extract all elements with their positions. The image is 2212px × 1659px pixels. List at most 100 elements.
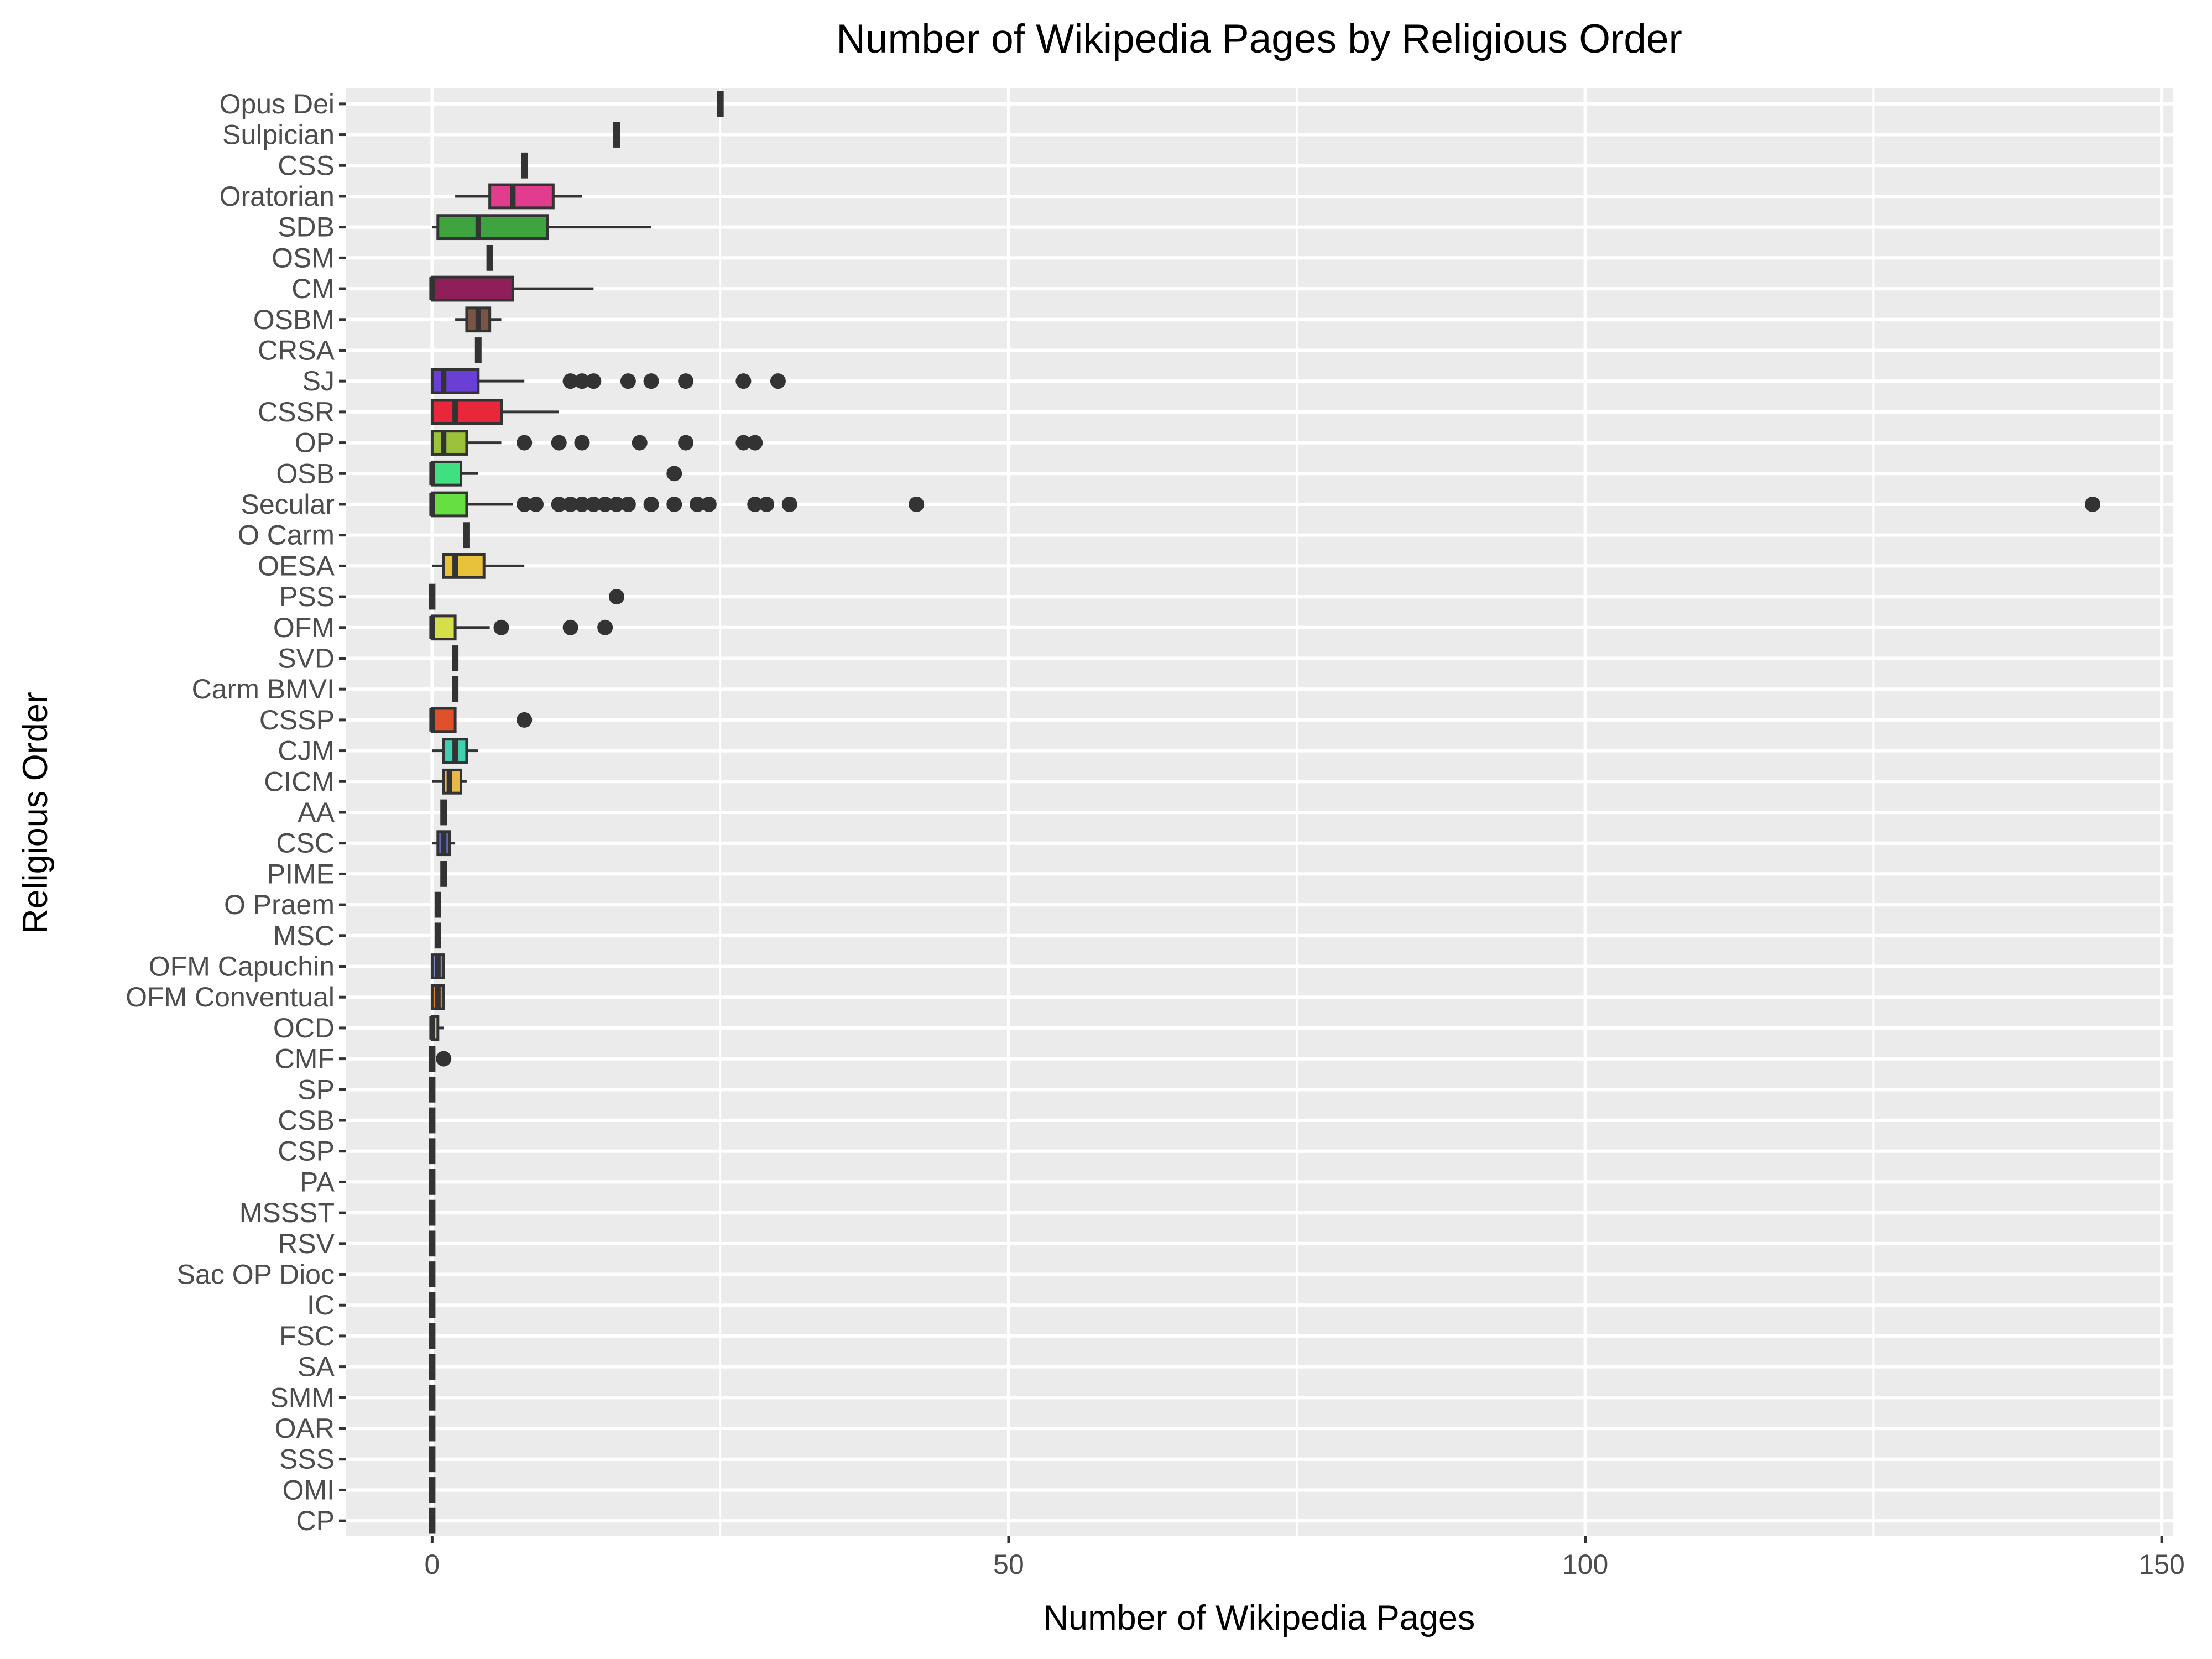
y-tick-label: O Praem [224,889,335,920]
outlier-point [735,435,752,451]
y-tick-label: OFM Capuchin [149,951,335,982]
outlier-point [562,619,578,635]
y-tick-label: SP [298,1074,335,1105]
outlier-point [666,496,682,512]
box-ofm [429,614,613,641]
outlier-point [735,373,752,389]
y-tick-label: MSC [273,920,335,951]
y-tick-label: OSM [272,242,335,273]
box-iqr [430,430,468,456]
outlier-point [909,496,925,512]
outlier-point [597,619,613,635]
outlier-point [574,496,590,512]
box-iqr [442,552,486,579]
box-csc [432,830,456,857]
outlier-point [551,496,567,512]
box-osbm [455,306,502,333]
box-iqr [436,214,549,241]
outlier-point [770,373,786,389]
x-tick-label: 0 [424,1549,440,1580]
y-tick-label: OCD [273,1013,335,1044]
box-op [430,430,763,456]
box-oesa [432,552,525,579]
box-cssr [430,399,559,425]
x-axis: 0 50 100 150 [424,1536,2185,1580]
box-sp [429,1076,436,1103]
box-pa [429,1169,436,1195]
y-tick-label: Sac OP Dioc [177,1259,335,1290]
box-svd [452,645,459,671]
y-tick-label: OSB [276,458,335,489]
chart-title: Number of Wikipedia Pages by Religious O… [836,17,1682,61]
outlier-point [701,496,717,512]
outlier-point [747,435,763,451]
y-tick-label: CSC [276,828,335,859]
box-iqr [430,460,463,487]
y-tick-label: O Carm [238,520,335,551]
y-tick-label: PSS [279,581,335,612]
box-omi [429,1477,436,1503]
y-tick-label: CJM [278,735,335,766]
box-cssp [429,707,533,733]
y-axis-title: Religious Order [16,692,55,934]
box-smm [429,1384,436,1411]
x-axis-title: Number of Wikipedia Pages [1044,1599,1475,1637]
box-iqr [442,768,463,795]
outlier-point [586,496,602,512]
box-iqr [430,275,514,302]
y-tick-label: OFM [273,612,335,643]
y-tick-label: CP [296,1505,335,1536]
y-tick-label: PIME [267,858,335,889]
y-tick-label: CRSA [258,335,335,366]
box-o-praem [434,891,441,918]
outlier-point [517,712,533,728]
grid-lines [346,88,2173,1536]
y-tick-label: CMF [275,1044,335,1074]
y-tick-label: OFM Conventual [126,982,335,1013]
box-sac-op-dioc [429,1261,436,1287]
outlier-point [528,496,544,512]
y-tick-label: AA [298,797,335,828]
outlier-point [551,435,567,451]
y-tick-label: CSSR [258,397,335,427]
outlier-point [620,373,636,389]
outlier-point [643,373,659,389]
outlier-point [597,496,613,512]
y-tick-label: Opus Dei [220,88,335,119]
box-cp [429,1507,436,1534]
box-iqr [430,614,457,641]
y-tick-label: SVD [278,643,335,674]
y-tick-label: CSP [278,1136,335,1167]
outlier-point [781,496,797,512]
y-tick-label: SMM [270,1382,335,1413]
outlier-point [517,435,533,451]
y-tick-label: RSV [278,1228,335,1259]
box-crsa [474,337,482,363]
box-cm [429,275,594,302]
box-iqr [430,491,468,518]
y-tick-label: SJ [302,366,335,397]
y-axis: Opus DeiSulpicianCSSOratorianSDBOSMCMOSB… [126,88,346,1536]
y-tick-label: SA [298,1352,335,1383]
y-tick-label: OAR [275,1413,335,1444]
box-csb [429,1107,436,1134]
outlier-point [436,1051,452,1067]
outlier-point [609,496,625,512]
box-osb [429,460,682,487]
box-ocd [429,1015,444,1041]
y-tick-label: MSSST [239,1197,335,1228]
box-aa [440,799,447,826]
y-tick-label: Carm BMVI [192,674,335,705]
box-iqr [430,707,457,733]
y-tick-label: OSBM [253,304,335,335]
box-secular [429,491,2101,518]
box-css [521,152,528,179]
box-o-carm [463,522,470,549]
x-tick-label: 100 [1562,1549,1608,1580]
outlier-point [678,373,694,389]
y-tick-label: SSS [279,1444,335,1475]
outlier-point [759,496,775,512]
box-iqr [488,183,555,210]
outlier-point [609,589,625,605]
outlier-point [620,496,636,512]
